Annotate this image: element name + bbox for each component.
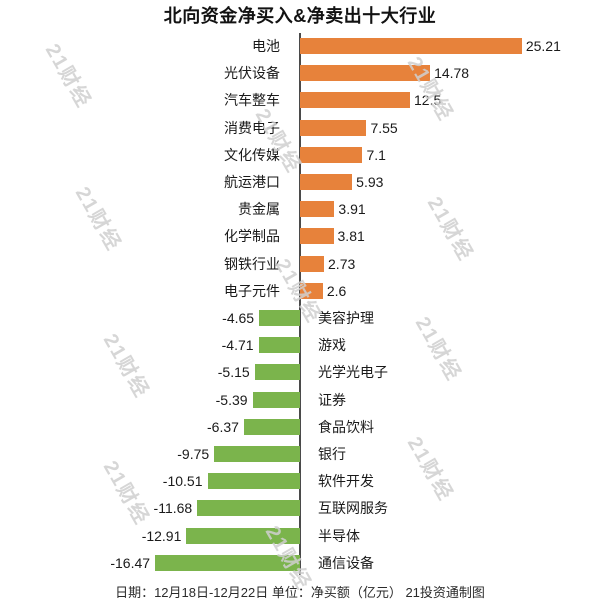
category-label: 化学制品 [224, 228, 280, 245]
category-label: 美容护理 [318, 310, 374, 326]
category-label: 游戏 [318, 337, 346, 354]
net-sell-bar [197, 500, 300, 517]
category-label: 通信设备 [318, 554, 374, 571]
value-label: -4.71 [221, 337, 254, 354]
category-label: 钢铁行业 [224, 255, 280, 272]
net-sell-bar [254, 364, 300, 381]
net-buy-bar [300, 201, 335, 218]
net-buy-bar [300, 92, 410, 109]
category-label: 航运港口 [224, 174, 280, 190]
value-label: -5.39 [215, 391, 248, 408]
category-label: 消费电子 [224, 119, 280, 136]
category-label: 光学光电子 [318, 364, 388, 381]
value-label: -12.91 [141, 527, 182, 544]
value-label: -5.15 [217, 364, 250, 381]
category-label: 汽车整车 [224, 92, 280, 109]
chart-title: 北向资金净买入&净卖出十大行业 [163, 6, 437, 26]
value-label: -6.37 [207, 418, 239, 435]
net-buy-bar [300, 282, 323, 299]
value-label: 12.5 [414, 92, 442, 109]
value-label: -11.68 [153, 500, 193, 517]
value-label: -9.75 [177, 446, 210, 462]
category-label: 互联网服务 [318, 500, 388, 517]
value-label: -10.51 [162, 473, 203, 490]
zero-axis-line [299, 33, 301, 575]
net-buy-bar [300, 146, 363, 163]
category-label: 软件开发 [318, 473, 374, 490]
value-label: 7.1 [366, 146, 386, 163]
net-buy-bar [300, 174, 353, 190]
net-sell-bar [258, 337, 300, 354]
value-label: 25.21 [525, 38, 561, 54]
value-label: 5.93 [356, 174, 384, 190]
net-sell-bar [207, 473, 300, 490]
net-buy-bar [300, 228, 334, 245]
chart-footnote: 日期：12月18日-12月22日 单位：净买额（亿元） 21投资通制图 [115, 585, 485, 600]
value-label: -4.65 [222, 310, 255, 326]
net-sell-bar [186, 527, 300, 544]
category-label: 光伏设备 [224, 65, 280, 82]
value-label: 3.81 [337, 228, 365, 245]
value-label: 2.73 [328, 255, 356, 272]
value-label: 3.91 [338, 201, 366, 218]
category-label: 文化传媒 [224, 146, 280, 163]
net-sell-bar [155, 554, 300, 571]
category-label: 电池 [252, 38, 280, 54]
category-label: 电子元件 [224, 282, 280, 299]
value-label: 2.6 [326, 282, 347, 299]
category-label: 银行 [318, 446, 346, 462]
net-sell-bar [259, 310, 300, 326]
net-buy-bar [300, 38, 522, 54]
value-label: 7.55 [370, 119, 398, 136]
category-label: 贵金属 [238, 201, 280, 218]
value-label: 14.78 [434, 65, 470, 82]
net-sell-bar [243, 418, 300, 435]
category-label: 半导体 [318, 527, 360, 544]
value-label: -16.47 [110, 554, 151, 571]
category-label: 食品饮料 [318, 418, 374, 435]
category-label: 证券 [318, 391, 346, 408]
net-sell-bar [252, 391, 300, 408]
net-buy-bar [300, 65, 431, 82]
net-sell-bar [214, 446, 300, 462]
net-buy-bar [300, 255, 325, 272]
net-buy-bar [300, 119, 367, 136]
